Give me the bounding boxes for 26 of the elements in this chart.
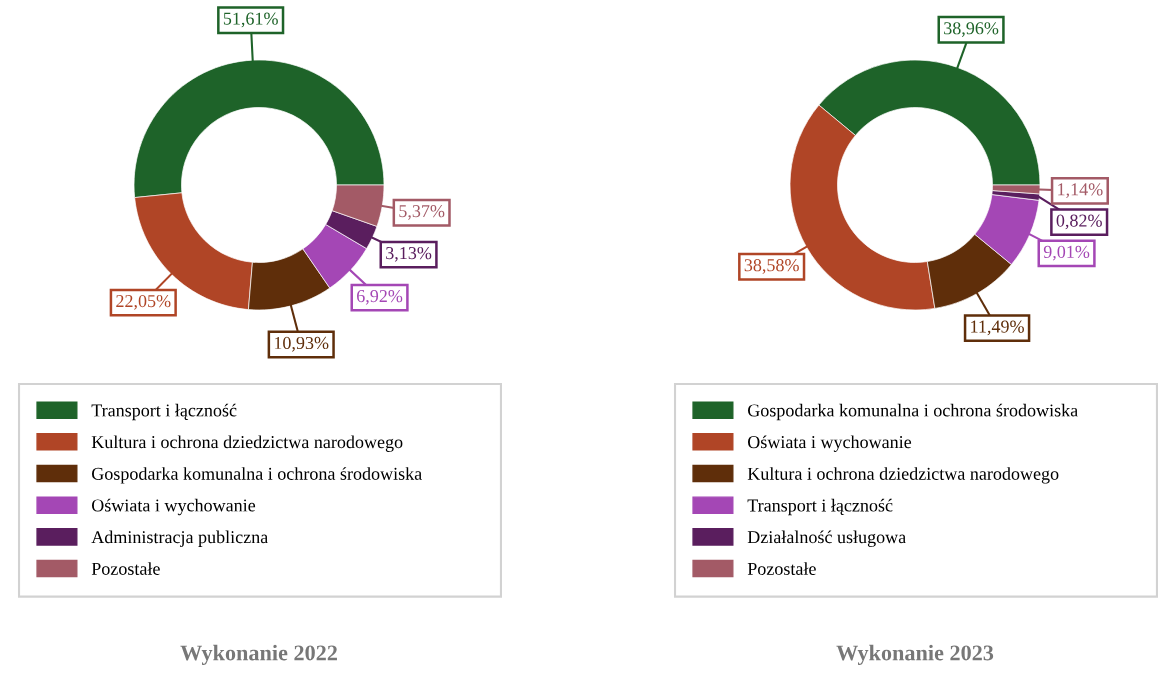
data-label: 6,92% xyxy=(357,289,403,305)
data-label: 11,49% xyxy=(971,320,1024,336)
data-label: 1,14% xyxy=(1058,183,1103,199)
data-label: 5,37% xyxy=(399,205,445,220)
legend-label: Pozostałe xyxy=(91,562,160,575)
text: Wykonanie 2023 xyxy=(836,644,994,665)
legend-label: Oświata i wychowanie xyxy=(91,498,256,516)
legend-label: Kultura i ochrona dziedzictwa narodowego xyxy=(91,435,403,452)
legend-label: Administracja publiczna xyxy=(91,530,268,547)
text: Wykonanie 2022 xyxy=(180,644,337,665)
data-label: 10,93% xyxy=(274,336,329,352)
legend-label: Działalność usługowa xyxy=(747,530,906,547)
legend-label: Oświata i wychowanie xyxy=(747,435,912,452)
legend-label: Transport i łączność xyxy=(91,403,237,421)
legend-label: Kultura i ochrona dziedzictwa narodowego xyxy=(747,467,1059,484)
data-label: 9,01% xyxy=(1043,245,1090,261)
legend-label: Gospodarka komunalna i ochrona środowiska xyxy=(747,403,1078,421)
legend-label: Pozostałe xyxy=(747,562,816,575)
data-label: 0,82% xyxy=(1056,214,1102,230)
data-label: 38,58% xyxy=(744,259,799,274)
data-label: 22,05% xyxy=(116,294,171,310)
data-label: 38,96% xyxy=(944,22,999,37)
data-label: 3,13% xyxy=(386,246,432,262)
legend-label: Gospodarka komunalna i ochrona środowiska xyxy=(91,467,422,484)
legend-label: Transport i łączność xyxy=(747,498,893,516)
data-label: 51,61% xyxy=(223,12,278,28)
